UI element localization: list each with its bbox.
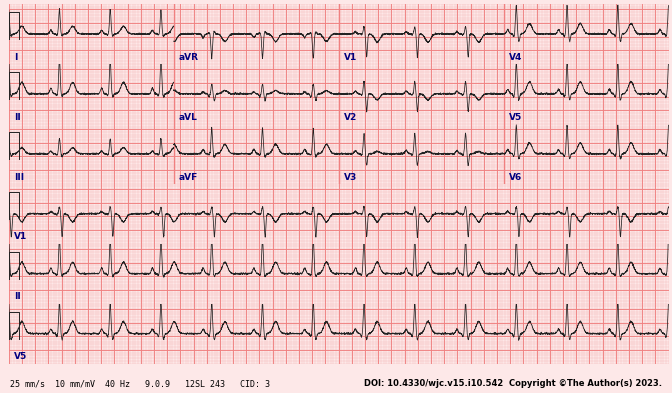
Text: II: II: [14, 113, 21, 121]
Text: V5: V5: [509, 113, 522, 121]
Text: DOI: 10.4330/wjc.v15.i10.542  Copyright ©The Author(s) 2023.: DOI: 10.4330/wjc.v15.i10.542 Copyright ©…: [364, 379, 662, 388]
Text: V5: V5: [14, 353, 28, 361]
Text: V1: V1: [344, 53, 358, 62]
Text: 25 mm/s  10 mm/mV  40 Hz   9.0.9   12SL 243   CID: 3: 25 mm/s 10 mm/mV 40 Hz 9.0.9 12SL 243 CI…: [10, 379, 270, 388]
Text: aVR: aVR: [179, 53, 199, 62]
Text: III: III: [14, 173, 24, 182]
Text: I: I: [14, 53, 17, 62]
Text: II: II: [14, 292, 21, 301]
Text: V2: V2: [344, 113, 358, 121]
Text: aVF: aVF: [179, 173, 198, 182]
Text: V6: V6: [509, 173, 522, 182]
Text: aVL: aVL: [179, 113, 198, 121]
Text: V1: V1: [14, 233, 28, 241]
Text: V3: V3: [344, 173, 358, 182]
Text: V4: V4: [509, 53, 522, 62]
